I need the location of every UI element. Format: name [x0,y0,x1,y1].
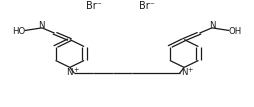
Text: +: + [73,67,79,73]
Text: HO: HO [12,27,25,36]
Text: N: N [181,68,187,77]
Text: N: N [210,21,216,30]
Text: OH: OH [228,27,241,36]
Text: Br⁻: Br⁻ [139,1,155,11]
Text: N: N [67,68,73,77]
Text: N: N [38,21,44,30]
Text: Br⁻: Br⁻ [86,1,102,11]
Text: +: + [188,67,193,73]
